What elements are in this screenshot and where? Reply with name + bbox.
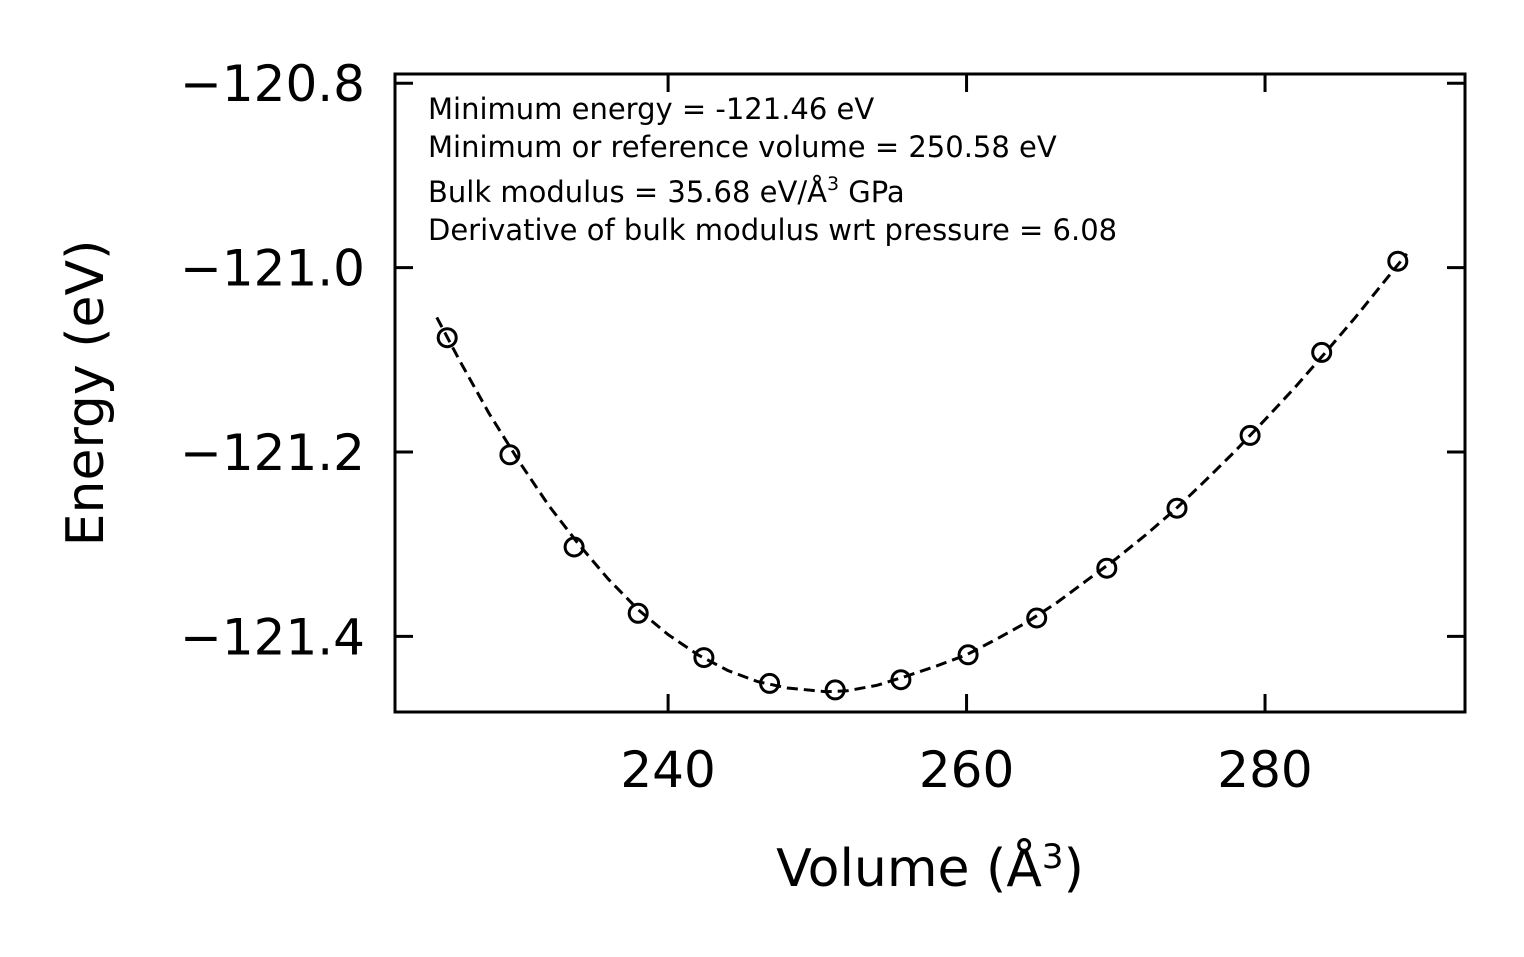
data-point: [499, 444, 521, 466]
annotation-min-energy: Minimum energy = -121.46 eV: [428, 92, 874, 126]
x-axis-label-end: ): [1064, 839, 1084, 899]
data-point: [693, 647, 715, 669]
data-point: [1239, 424, 1261, 446]
annotation-bulk-modulus-text: Bulk modulus = 35.68 eV/Å: [428, 175, 827, 209]
x-tick-label: 280: [1217, 741, 1312, 799]
x-tick-label: 260: [919, 741, 1014, 799]
annotation-bulk-modulus-sup: 3: [827, 173, 839, 195]
annotation-bulk-modulus: Bulk modulus = 35.68 eV/Å3 GPa: [428, 173, 905, 209]
annotation-min-volume: Minimum or reference volume = 250.58 eV: [428, 130, 1057, 164]
x-tick-label: 240: [620, 741, 715, 799]
data-point: [1096, 557, 1118, 579]
data-point: [1387, 250, 1409, 272]
data-point: [627, 602, 649, 624]
data-point: [890, 669, 912, 691]
plot-frame: [393, 72, 1467, 714]
data-points-layer: [436, 250, 1409, 701]
annotation-bulk-modulus-derivative: Derivative of bulk modulus wrt pressure …: [428, 213, 1117, 247]
x-axis-label: Volume (Å3): [776, 837, 1084, 899]
data-point: [824, 679, 846, 701]
y-axis-label: Energy (eV): [56, 240, 116, 547]
data-point: [957, 644, 979, 666]
x-axis-label-text: Volume (Å: [776, 837, 1042, 899]
y-tick-label: −121.2: [180, 424, 365, 482]
data-point: [1311, 341, 1333, 363]
y-tick-label: −121.0: [180, 240, 365, 298]
ticks-layer: 240 260 280 −120.8 −121.0 −121.2 −121.4: [180, 55, 1465, 799]
data-point: [1026, 607, 1048, 629]
annotation-bulk-modulus-unit: GPa: [839, 175, 905, 209]
x-axis-label-sup: 3: [1042, 837, 1064, 877]
fit-curve-layer: [435, 252, 1408, 694]
y-tick-label: −121.4: [180, 608, 365, 666]
data-point: [759, 672, 781, 694]
data-point: [436, 327, 458, 349]
y-tick-label: −120.8: [180, 55, 365, 113]
fit-curve: [435, 252, 1408, 694]
data-point: [1166, 497, 1188, 519]
data-point: [563, 536, 585, 558]
